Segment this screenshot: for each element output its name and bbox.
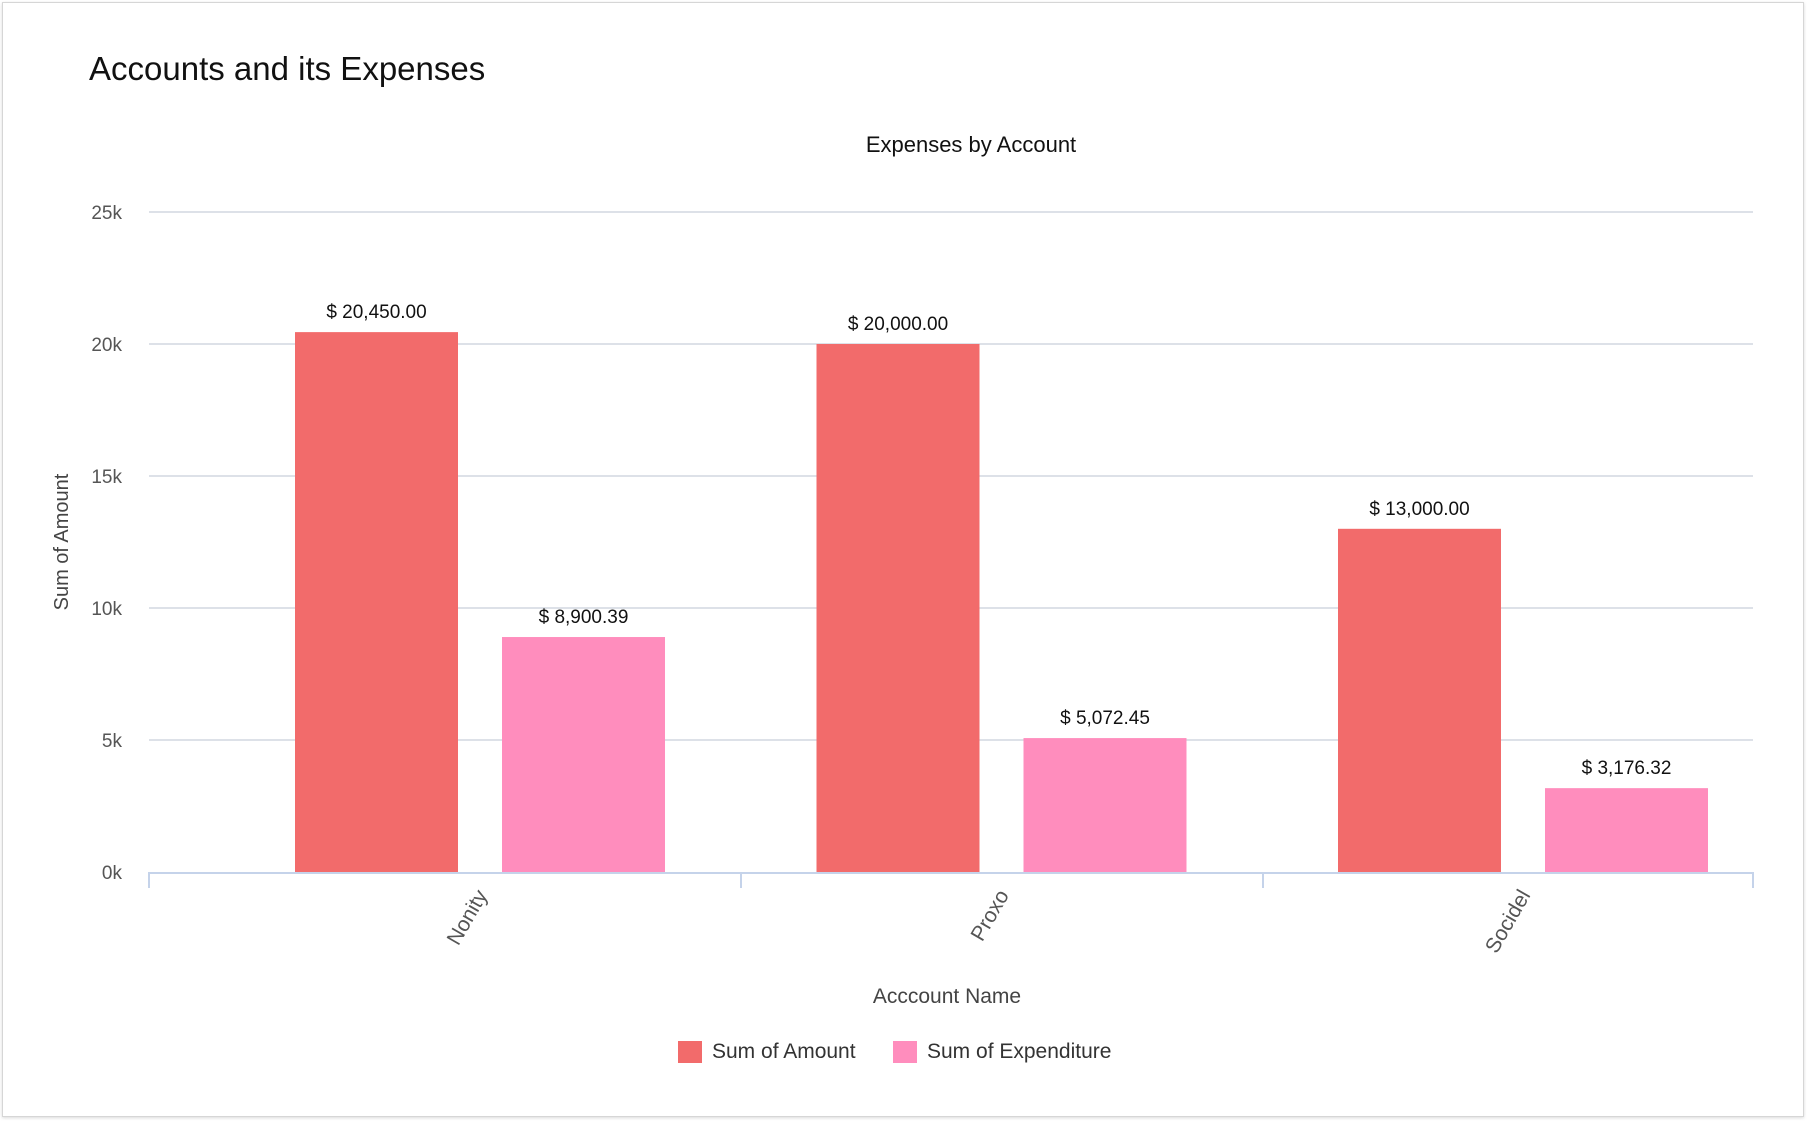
bar-nonity-amount [295, 332, 458, 872]
legend-swatch [678, 1041, 702, 1063]
data-label: $ 5,072.45 [1060, 708, 1150, 729]
y-tick-label: 20k [91, 335, 122, 356]
legend-item-sum-of-amount[interactable]: Sum of Amount [678, 1040, 856, 1064]
legend-item-sum-of-expenditure[interactable]: Sum of Expenditure [893, 1040, 1111, 1064]
data-label: $ 20,000.00 [848, 314, 948, 335]
y-tick-label: 10k [91, 599, 122, 620]
bar-proxo-expenditure [1023, 738, 1187, 872]
bar-nonity-expenditure [502, 637, 665, 872]
y-tick-label: 25k [91, 203, 122, 224]
bar-proxo-amount [816, 344, 980, 872]
data-label: $ 13,000.00 [1369, 499, 1469, 520]
x-tick-label: Socidel [1481, 886, 1535, 957]
data-label: $ 8,900.39 [539, 607, 629, 628]
legend-label: Sum of Expenditure [927, 1040, 1112, 1063]
x-tick-label: Proxo [966, 886, 1013, 945]
legend-label: Sum of Amount [712, 1040, 856, 1063]
x-axis-title: Acccount Name [873, 985, 1021, 1008]
y-axis-title: Sum of Amount [51, 473, 73, 610]
data-label: $ 3,176.32 [1582, 758, 1672, 779]
y-tick-label: 5k [102, 731, 123, 752]
data-label: $ 20,450.00 [326, 302, 426, 323]
y-tick-label: 15k [91, 467, 122, 488]
page-title: Accounts and its Expenses [89, 50, 486, 87]
chart-title: Expenses by Account [866, 132, 1076, 157]
x-tick-label: Nonity [443, 886, 493, 949]
y-tick-label: 0k [102, 863, 123, 884]
bar-socidel-expenditure [1545, 788, 1708, 872]
legend-swatch [893, 1041, 917, 1063]
bar-socidel-amount [1338, 528, 1501, 872]
